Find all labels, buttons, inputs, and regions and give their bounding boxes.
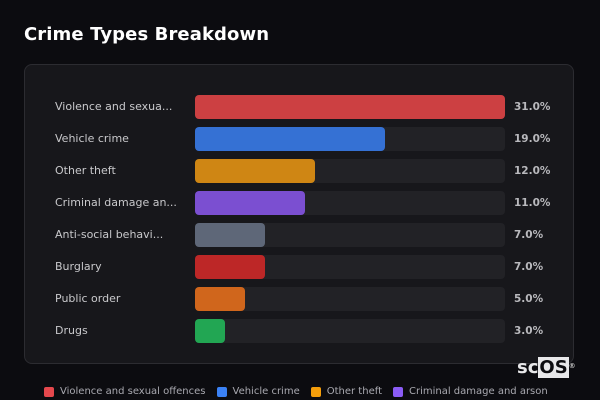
bar[interactable] <box>195 319 225 343</box>
bar-value: 19.0% <box>514 133 551 145</box>
legend-item[interactable]: Violence and sexual offences <box>44 386 206 397</box>
bar[interactable] <box>195 287 245 311</box>
bar-label: Drugs <box>55 324 88 337</box>
bar-value: 31.0% <box>514 101 551 113</box>
chart-legend: Violence and sexual offences Vehicle crim… <box>44 386 559 397</box>
bar-track <box>195 223 505 247</box>
bar-label: Vehicle crime <box>55 132 129 145</box>
bar[interactable] <box>195 127 385 151</box>
bar-value: 7.0% <box>514 261 544 273</box>
bar-label: Other theft <box>55 164 116 177</box>
brand-prefix: sc <box>517 357 539 378</box>
bar-row: Burglary 7.0% <box>25 255 573 279</box>
bar[interactable] <box>195 191 305 215</box>
bar-value: 7.0% <box>514 229 544 241</box>
bar[interactable] <box>195 95 505 119</box>
bar-track <box>195 191 505 215</box>
bar-track <box>195 159 505 183</box>
legend-item[interactable]: Criminal damage and arson <box>392 386 548 397</box>
legend-swatch-icon <box>310 386 321 397</box>
bar-value: 5.0% <box>514 293 544 305</box>
bar-label: Anti-social behavi... <box>55 228 164 241</box>
bar-row: Criminal damage an... 11.0% <box>25 191 573 215</box>
bar[interactable] <box>195 223 265 247</box>
bar-value: 11.0% <box>514 197 551 209</box>
bar-row: Other theft 12.0% <box>25 159 573 183</box>
legend-swatch-icon <box>392 386 403 397</box>
legend-swatch-icon <box>216 386 227 397</box>
legend-item[interactable]: Vehicle crime <box>216 386 300 397</box>
chart-card: Violence and sexua... 31.0% Vehicle crime 1… <box>24 64 574 364</box>
bar[interactable] <box>195 255 265 279</box>
bar-label: Burglary <box>55 260 102 273</box>
bar-track <box>195 287 505 311</box>
bar-row: Anti-social behavi... 7.0% <box>25 223 573 247</box>
legend-swatch-icon <box>44 386 54 397</box>
legend-label: Criminal damage and arson <box>408 386 548 397</box>
legend-label: Vehicle crime <box>232 386 300 397</box>
brand-highlight: OS <box>538 357 569 378</box>
bar[interactable] <box>195 159 315 183</box>
bar-track <box>195 95 505 119</box>
registered-mark: ® <box>568 362 576 370</box>
bar-label: Violence and sexua... <box>55 100 173 113</box>
legend-label: Violence and sexual offences <box>60 386 206 397</box>
bar-value: 3.0% <box>514 325 544 337</box>
bar-row: Public order 5.0% <box>25 287 573 311</box>
bar-track <box>195 255 505 279</box>
page-title: Crime Types Breakdown <box>24 24 270 45</box>
bar-row: Violence and sexua... 31.0% <box>25 95 573 119</box>
bar-value: 12.0% <box>514 165 551 177</box>
bar-row: Drugs 3.0% <box>25 319 573 343</box>
legend-label: Other theft <box>326 386 382 397</box>
bar-track <box>195 127 505 151</box>
bar-row: Vehicle crime 19.0% <box>25 127 573 151</box>
bar-label: Public order <box>55 292 121 305</box>
brand-logo: scOS® <box>517 357 576 378</box>
bar-label: Criminal damage an... <box>55 196 177 209</box>
bar-track <box>195 319 505 343</box>
legend-item[interactable]: Other theft <box>310 386 382 397</box>
